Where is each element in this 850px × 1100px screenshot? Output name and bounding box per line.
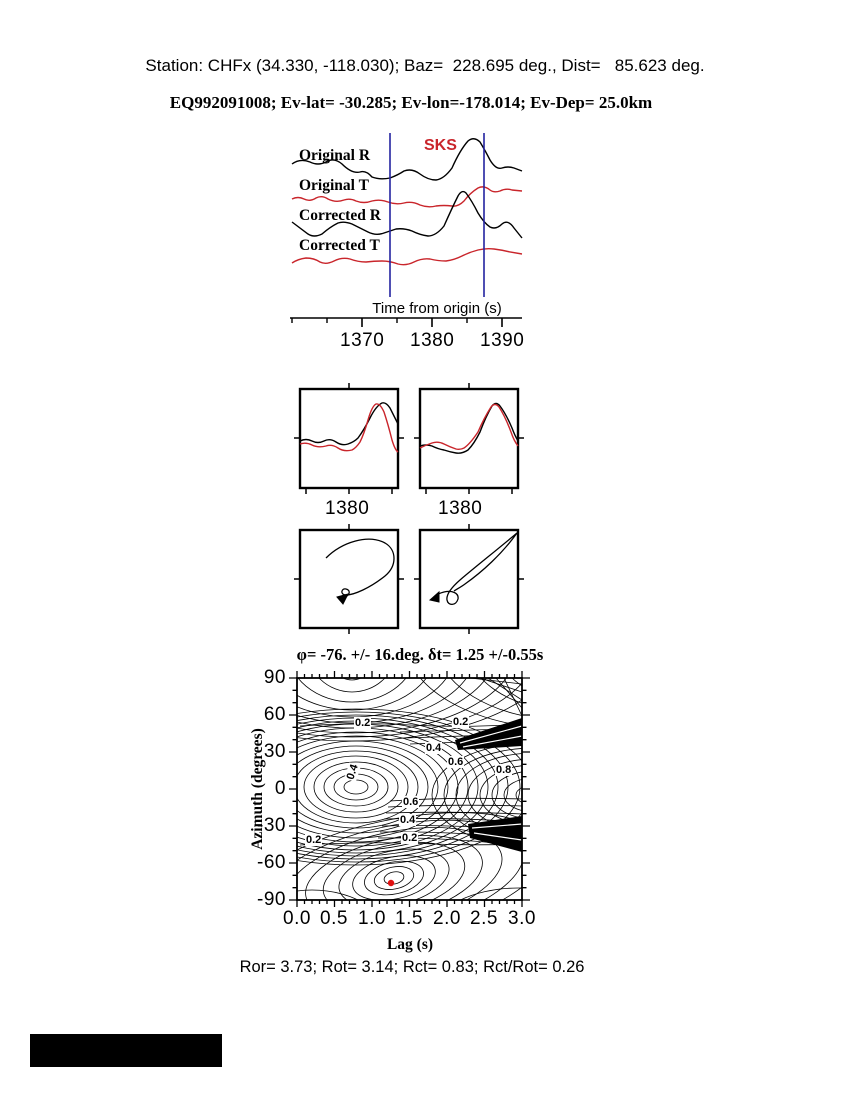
particle-motion-panels (294, 524, 524, 634)
trace-label-original-t: Original T (299, 177, 369, 194)
contour-label-02-c: 0.2 (401, 832, 419, 844)
trace-label-original-r: Original R (299, 147, 371, 164)
contour-top-arcs (297, 678, 522, 742)
ytick-60: 60 (263, 704, 286, 725)
gmt-timestamp-bar (30, 1034, 222, 1067)
ytick-30: 30 (263, 741, 286, 762)
phase-label: SKS (424, 137, 457, 154)
contour-label-06-a: 0.6 (447, 756, 465, 768)
corrected-t-trace (291, 247, 523, 266)
pair-right-tick-label: 1380 (438, 498, 483, 519)
contour-label-06-b: 0.6 (402, 796, 420, 808)
contour-ticks (289, 671, 530, 907)
pair-left-tick-label: 1380 (325, 498, 370, 519)
pm-corrected-orbit-2 (453, 532, 518, 592)
best-fit-marker (387, 879, 395, 887)
waveform-traces (291, 138, 523, 266)
contour-bottom-basin (297, 812, 522, 900)
xtick-30: 3.0 (508, 908, 536, 929)
xtick-0: 0.0 (283, 908, 311, 929)
ytick-m60: -60 (257, 852, 286, 873)
time-tick-1380: 1380 (410, 330, 455, 351)
pm-original-orbit (325, 538, 395, 598)
stats-line: Ror= 3.73; Rot= 3.14; Rct= 0.83; Rct/Rot… (239, 958, 585, 976)
pm-original-arrow (336, 593, 349, 605)
pair-left-red (299, 403, 399, 453)
pair-left-black (299, 402, 399, 446)
time-tick-1390: 1390 (480, 330, 525, 351)
ytick-m30: -30 (257, 815, 286, 836)
contour-label-02-a: 0.2 (354, 717, 372, 729)
contour-corner-arcs (297, 887, 522, 900)
pm-corrected-arrow (428, 590, 440, 603)
time-tick-1370: 1370 (340, 330, 385, 351)
pm-corrected-orbit (433, 532, 518, 606)
time-axis (290, 317, 522, 327)
contour-label-02-d: 0.2 (305, 834, 323, 846)
xtick-10: 1.0 (358, 908, 386, 929)
contour-map (289, 671, 530, 907)
station-title: Station: CHFx (34.330, -118.030); Baz= 2… (145, 56, 705, 75)
trace-label-corrected-t: Corrected T (299, 237, 380, 254)
contour-right-rings (431, 742, 522, 848)
ytick-m90: -90 (257, 889, 286, 910)
contour-title: φ= -76. +/- 16.deg. δt= 1.25 +/-0.55s (296, 645, 544, 664)
event-title: EQ992091008; Ev-lat= -30.285; Ev-lon=-17… (169, 93, 653, 112)
pair-right-red (419, 403, 519, 451)
contour-x-axis-label: Lag (s) (386, 936, 434, 953)
xtick-15: 1.5 (395, 908, 423, 929)
xtick-20: 2.0 (433, 908, 461, 929)
xtick-25: 2.5 (470, 908, 498, 929)
contour-label-08: 0.8 (495, 764, 513, 776)
time-axis-label: Time from origin (s) (372, 300, 502, 317)
xtick-05: 0.5 (320, 908, 348, 929)
pair-right-black (419, 402, 519, 454)
original-r-trace (291, 138, 523, 181)
contour-label-04-b: 0.4 (425, 742, 443, 754)
contour-label-04-c: 0.4 (399, 814, 417, 826)
ytick-0: 0 (274, 778, 286, 799)
ytick-90: 90 (263, 667, 286, 688)
original-t-trace (291, 186, 523, 208)
analysis-window-lines (389, 133, 485, 297)
trace-label-corrected-r: Corrected R (299, 207, 381, 224)
corrected-r-trace (291, 190, 523, 239)
contour-label-02-b: 0.2 (452, 716, 470, 728)
pair-panels (294, 383, 524, 494)
contour-dense-wedges (455, 718, 522, 852)
